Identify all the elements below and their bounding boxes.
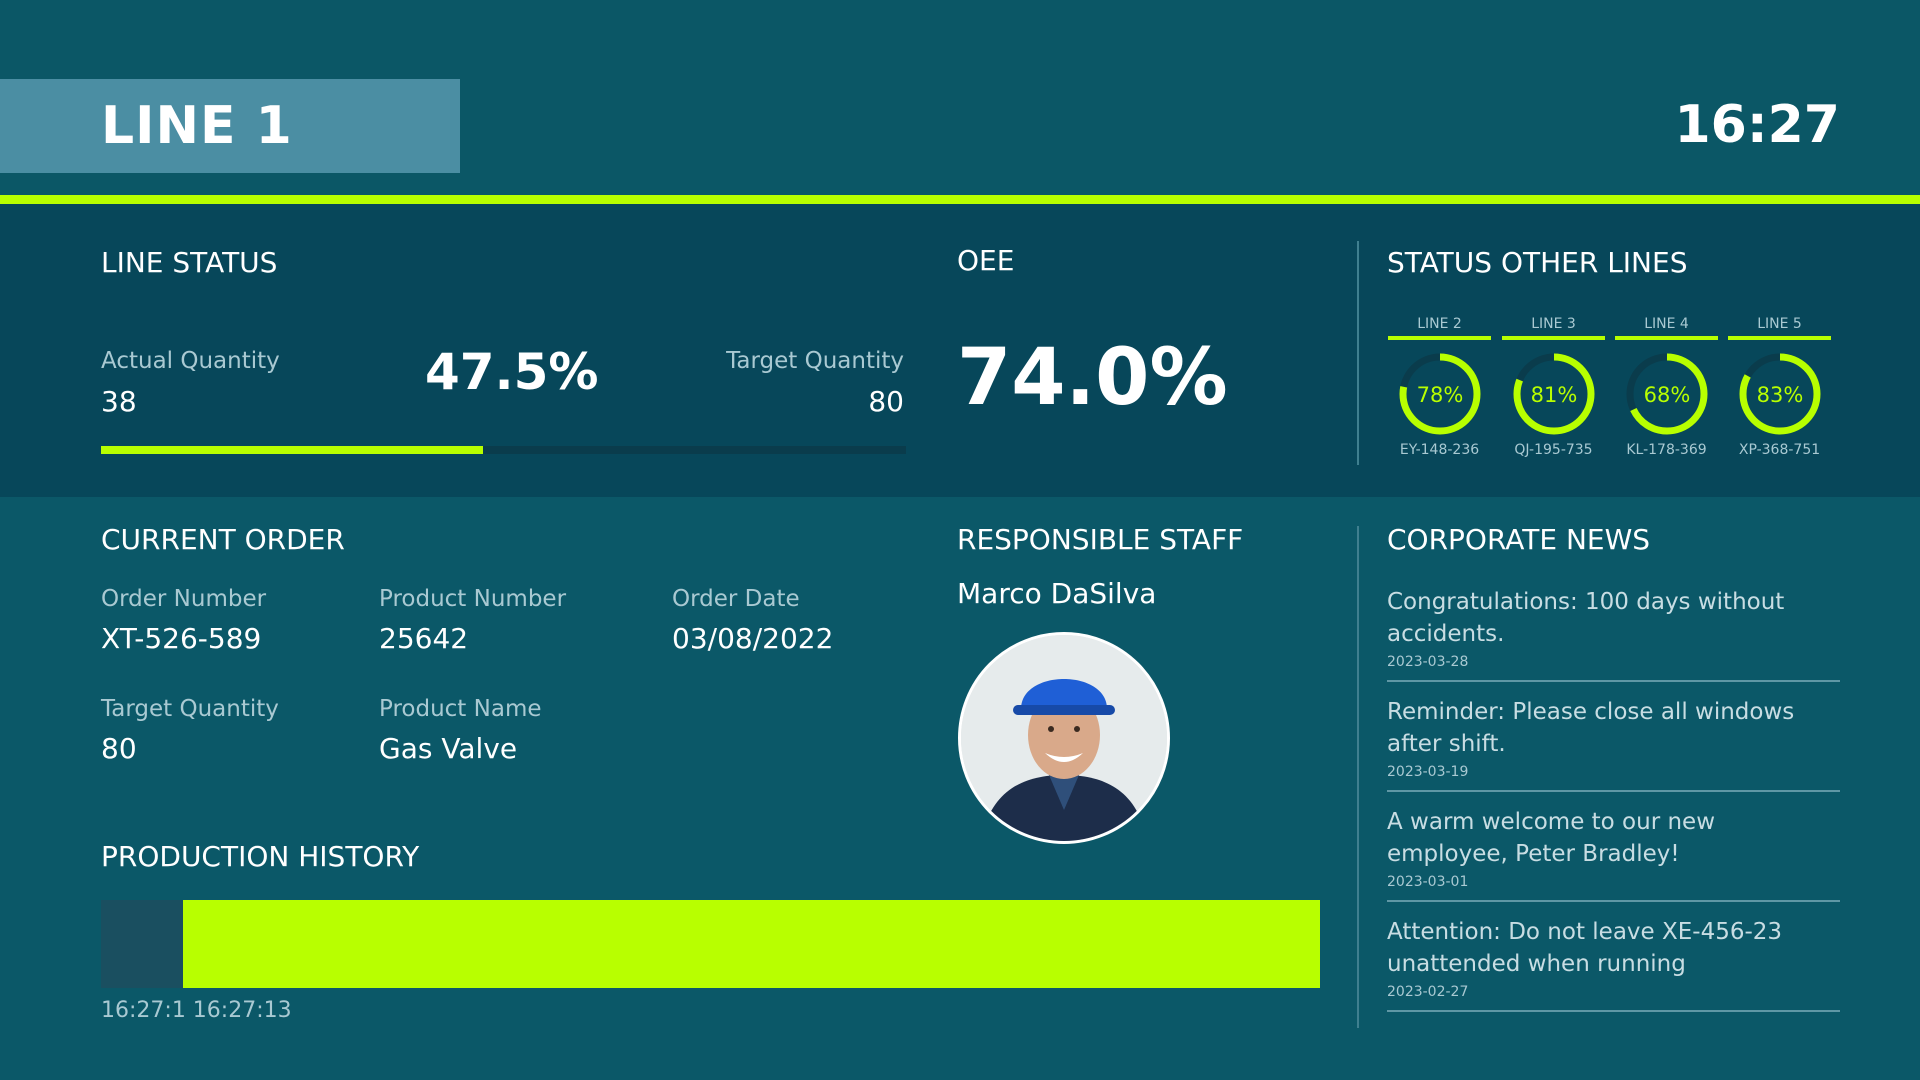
- order-number-label: Order Number: [101, 586, 267, 612]
- production-history-ticks: 16:27:1 16:27:13: [101, 998, 292, 1023]
- gauge-line-4[interactable]: LINE 4 68% KL-178-369: [1615, 316, 1718, 458]
- gauge-arc: [1513, 353, 1594, 435]
- oee-value: 74.0%: [957, 333, 1228, 423]
- actual-quantity-value: 38: [101, 385, 137, 418]
- divider-bottom: [1357, 526, 1359, 1028]
- gauge-order-code: KL-178-369: [1626, 442, 1707, 458]
- order-number-value: XT-526-589: [101, 622, 262, 655]
- production-history-title: PRODUCTION HISTORY: [101, 840, 420, 873]
- news-date: 2023-03-19: [1387, 764, 1469, 780]
- staff-avatar: [958, 632, 1170, 844]
- news-text: Reminder: Please close all windows after…: [1387, 699, 1795, 757]
- order-date-value: 03/08/2022: [672, 622, 834, 655]
- gauge-order-code: XP-368-751: [1738, 442, 1821, 458]
- gauge-ring: 83%: [1739, 353, 1820, 435]
- line-badge: LINE 1: [0, 79, 460, 173]
- gauge-order-code: QJ-195-735: [1514, 442, 1593, 458]
- product-name-value: Gas Valve: [379, 732, 518, 765]
- target-quantity-value: 80: [868, 385, 904, 418]
- gauge-order-code: EY-148-236: [1399, 442, 1480, 458]
- gauge-percent: 81%: [1530, 383, 1577, 407]
- line-status-percent: 47.5%: [425, 343, 599, 401]
- gauge-ring: 78%: [1399, 353, 1480, 435]
- gauge-arc: [1626, 353, 1707, 435]
- news-item[interactable]: Attention: Do not leave XE-456-23 unatte…: [1387, 916, 1840, 1012]
- divider-top: [1357, 241, 1359, 465]
- gauge-line-2[interactable]: LINE 2 78% EY-148-236: [1388, 316, 1491, 458]
- oee-title: OEE: [957, 244, 1015, 277]
- accent-divider: [0, 195, 1920, 204]
- gauge-line-5[interactable]: LINE 5 83% XP-368-751: [1728, 316, 1831, 458]
- order-target-quantity-label: Target Quantity: [101, 696, 279, 722]
- gauge-line-name: LINE 5: [1728, 316, 1831, 340]
- staff-title: RESPONSIBLE STAFF: [957, 523, 1244, 556]
- gauge-percent: 83%: [1756, 383, 1803, 407]
- product-name-label: Product Name: [379, 696, 542, 722]
- news-date: 2023-03-28: [1387, 654, 1469, 670]
- news-date: 2023-03-01: [1387, 874, 1469, 890]
- corporate-news-title: CORPORATE NEWS: [1387, 523, 1651, 556]
- news-text: Congratulations: 100 days without accide…: [1387, 589, 1785, 647]
- gauge-line-name: LINE 3: [1502, 316, 1605, 340]
- production-history-bar: [101, 900, 1320, 988]
- news-text: Attention: Do not leave XE-456-23 unatte…: [1387, 919, 1783, 977]
- news-item[interactable]: Congratulations: 100 days without accide…: [1387, 586, 1840, 682]
- line-status-title: LINE STATUS: [101, 246, 278, 279]
- actual-quantity-label: Actual Quantity: [101, 348, 280, 374]
- line-title: LINE 1: [101, 96, 293, 156]
- product-number-label: Product Number: [379, 586, 567, 612]
- current-order-title: CURRENT ORDER: [101, 523, 345, 556]
- other-lines-title: STATUS OTHER LINES: [1387, 246, 1688, 279]
- gauge-ring: 81%: [1513, 353, 1594, 435]
- staff-name: Marco DaSilva: [957, 577, 1157, 610]
- gauge-arc: [1399, 353, 1480, 435]
- gauge-percent: 78%: [1416, 383, 1463, 407]
- gauge-ring: 68%: [1626, 353, 1707, 435]
- order-date-label: Order Date: [672, 586, 800, 612]
- gauge-line-name: LINE 2: [1388, 316, 1491, 340]
- gauge-percent: 68%: [1643, 383, 1690, 407]
- line-progress-bar: [101, 446, 906, 454]
- news-date: 2023-02-27: [1387, 984, 1469, 1000]
- news-item[interactable]: Reminder: Please close all windows after…: [1387, 696, 1840, 792]
- gauge-arc: [1739, 353, 1820, 435]
- gauge-line-name: LINE 4: [1615, 316, 1718, 340]
- clock: 16:27: [1674, 95, 1840, 155]
- person-photo-icon: [961, 635, 1167, 841]
- order-target-quantity-value: 80: [101, 732, 137, 765]
- news-text: A warm welcome to our new employee, Pete…: [1387, 809, 1716, 867]
- production-history-fill: [182, 900, 1320, 988]
- product-number-value: 25642: [379, 622, 469, 655]
- news-item[interactable]: A warm welcome to our new employee, Pete…: [1387, 806, 1840, 902]
- gauge-line-3[interactable]: LINE 3 81% QJ-195-735: [1502, 316, 1605, 458]
- target-quantity-label: Target Quantity: [726, 348, 904, 374]
- line-progress-fill: [101, 446, 484, 454]
